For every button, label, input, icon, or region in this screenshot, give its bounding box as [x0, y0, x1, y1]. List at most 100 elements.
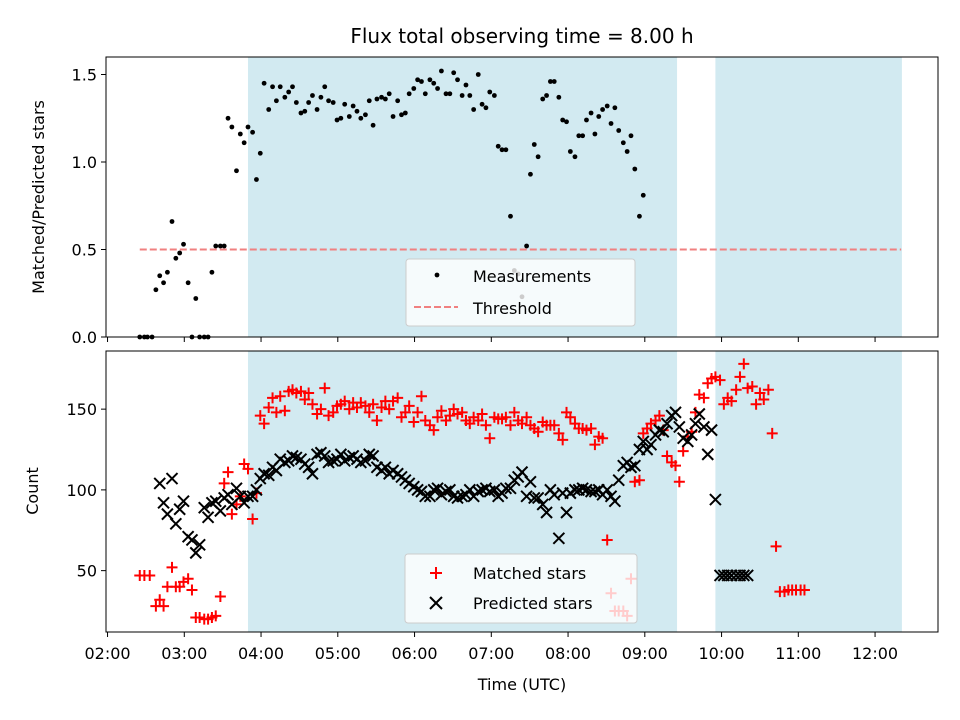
matched-star-marker: [770, 540, 782, 552]
matched-star-marker: [585, 423, 597, 435]
matched-star-marker: [508, 406, 520, 418]
counts-panel-frame: [105, 350, 939, 633]
measurement-point: [624, 149, 630, 154]
predicted-star-marker: [221, 488, 235, 501]
matched-star-marker: [258, 418, 270, 430]
predicted-star-marker: [681, 435, 694, 448]
matched-star-marker: [435, 405, 447, 417]
legend-predicted-label: Predicted stars: [473, 594, 593, 613]
measurement-point: [286, 89, 292, 95]
matched-star-marker: [295, 385, 307, 397]
ratio-y-ticks: 0.0 0.5 1.0 1.5: [72, 66, 106, 347]
measurement-point: [467, 93, 473, 98]
x-tick-label: 05:00: [315, 644, 361, 663]
measurement-point: [395, 98, 401, 104]
predicted-star-marker: [560, 506, 573, 519]
measurement-point: [153, 287, 159, 293]
predicted-star-marker: [419, 490, 432, 503]
matched-star-marker: [734, 371, 746, 383]
measurement-point: [213, 243, 219, 249]
measurement-point: [399, 112, 404, 118]
measurement-point: [366, 98, 372, 104]
legend-predicted-marker: [429, 596, 443, 610]
x-tick-label: 10:00: [699, 644, 745, 663]
measurement-point: [435, 86, 440, 91]
matched-star-marker: [339, 395, 351, 407]
matched-star-marker: [472, 414, 484, 426]
matched-star-marker: [601, 534, 613, 546]
predicted-star-marker: [318, 449, 331, 463]
matched-star-marker: [359, 400, 371, 412]
predicted-star-marker: [697, 420, 711, 434]
measurement-point: [266, 107, 272, 112]
measurement-point: [503, 147, 509, 153]
measurement-point: [177, 250, 183, 256]
measurement-point: [632, 166, 638, 172]
predicted-star-marker: [209, 494, 222, 508]
x-tick-label: 08:00: [545, 644, 591, 663]
measurement-point: [293, 100, 299, 105]
predicted-star-marker: [189, 546, 203, 560]
y-tick-label: 1.5: [72, 66, 97, 85]
matched-star-marker: [166, 561, 178, 573]
matched-star-marker: [315, 403, 327, 415]
matched-star-marker: [270, 406, 282, 418]
measurement-point: [338, 115, 344, 121]
predicted-star-marker: [379, 461, 392, 474]
predicted-star-marker: [540, 506, 553, 519]
predicted-star-marker: [214, 504, 227, 518]
measurement-point: [528, 171, 533, 177]
predicted-star-marker: [193, 538, 206, 552]
measurement-point: [576, 133, 582, 139]
measurement-point: [475, 72, 481, 77]
x-tick-label: 07:00: [468, 644, 514, 663]
ratio-legend: Measurements Threshold: [405, 258, 636, 327]
measurement-point: [185, 280, 191, 286]
matched-star-marker: [363, 406, 375, 418]
matched-star-marker: [371, 414, 383, 426]
predicted-star-marker: [600, 483, 614, 497]
matched-star-marker: [661, 450, 673, 462]
x-tick-label: 03:00: [161, 644, 207, 663]
measurement-point: [580, 133, 586, 139]
measurement-point: [556, 94, 562, 100]
measurement-point: [193, 296, 199, 301]
predicted-star-marker: [241, 490, 255, 503]
predicted-star-marker: [689, 417, 702, 430]
counts-y-ticks: 50 100 150: [66, 400, 106, 581]
predicted-star-marker: [657, 425, 670, 438]
measurement-point: [588, 110, 594, 116]
measurement-point: [479, 101, 485, 107]
measurement-point: [270, 84, 275, 90]
measurement-point: [463, 82, 469, 88]
predicted-star-marker: [588, 485, 602, 498]
measurement-point: [229, 124, 235, 130]
measurements-points: [137, 68, 646, 340]
measurement-point: [322, 84, 328, 90]
measurement-point: [173, 255, 179, 261]
matched-star-marker: [673, 476, 685, 488]
legend-measurements-label: Measurements: [473, 267, 591, 286]
matched-star-marker: [521, 411, 533, 423]
measurement-point: [451, 70, 457, 76]
matched-star-marker: [750, 398, 762, 410]
matched-star-marker: [564, 411, 576, 423]
measurement-point: [491, 93, 497, 98]
predicted-star-marker: [230, 482, 243, 495]
matched-star-marker: [504, 419, 516, 431]
measurement-point: [161, 280, 166, 286]
measurement-point: [439, 68, 444, 74]
predicted-star-marker: [157, 496, 170, 510]
matched-star-marker: [516, 418, 528, 430]
matched-star-marker: [343, 403, 355, 415]
legend-matched-marker: [430, 567, 442, 579]
measurement-point: [431, 80, 437, 86]
predicted-star-marker: [177, 494, 190, 508]
measurement-point: [221, 243, 227, 249]
measurement-point: [406, 91, 412, 97]
measurement-point: [370, 122, 376, 128]
measurement-point: [544, 93, 549, 98]
counts-y-axis-label: Count: [23, 467, 42, 515]
